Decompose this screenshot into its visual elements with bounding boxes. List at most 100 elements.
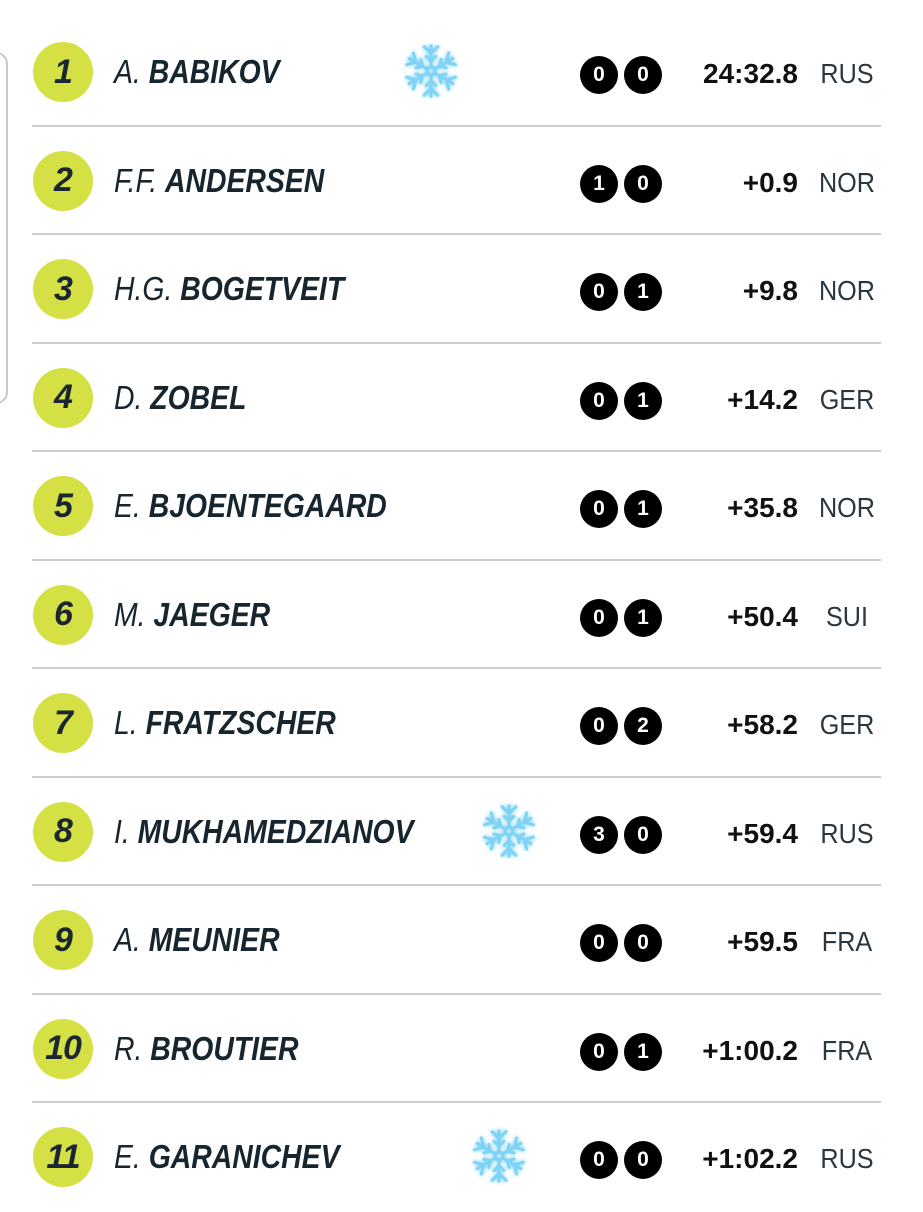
athlete-surname: GARANICHEV (148, 1138, 340, 1175)
result-time: +1:02.2 (702, 1143, 798, 1174)
rank-badge: 3 (33, 259, 93, 319)
shooting-stage-2: 1 (624, 381, 662, 420)
shooting-stage-2: 0 (624, 164, 662, 203)
rank-badge: 2 (33, 150, 93, 211)
athlete-initials: R. (114, 1029, 143, 1067)
shooting-stage-1: 1 (580, 164, 618, 203)
nation-code: GER (819, 383, 875, 415)
result-row[interactable]: 9 A. MEUNIER 0 0 +59.5 FRA (0, 886, 923, 995)
rank-badge: 4 (33, 367, 93, 428)
result-row[interactable]: 3 H.G. BOGETVEIT 0 1 +9.8 NOR (0, 235, 923, 344)
shooting-stage-1: 0 (580, 707, 618, 745)
shooting-stage-2: 1 (624, 1032, 662, 1071)
shooting-stage-1: 3 (580, 815, 618, 854)
result-time: +58.2 (727, 709, 798, 740)
athlete-surname: BJOENTEGAARD (148, 487, 387, 524)
athlete-initials: L. (114, 704, 138, 741)
row-divider (32, 1101, 881, 1103)
rank-badge: 6 (33, 584, 93, 645)
result-row[interactable]: 1 A. BABIKOV 0 0 24:32.8 RUS (0, 18, 923, 127)
athlete-name: H.G. BOGETVEIT (114, 266, 344, 312)
result-row[interactable]: 10 R. BROUTIER 0 1 +1:00.2 FRA (0, 995, 923, 1103)
shooting-stage-2: 1 (624, 598, 662, 637)
result-time: +9.8 (742, 275, 798, 306)
athlete-surname: MEUNIER (148, 921, 280, 958)
athlete-name: A. MEUNIER (114, 917, 280, 963)
shooting-stage-2: 0 (624, 56, 662, 94)
nation-code: FRA (821, 1034, 873, 1066)
athlete-surname: BABIKOV (148, 53, 280, 90)
athlete-name: M. JAEGER (114, 592, 270, 638)
result-row[interactable]: 4 D. ZOBEL 0 1 +14.2 GER (0, 344, 923, 452)
rank-badge: 5 (33, 476, 93, 536)
athlete-initials: F.F. (114, 161, 158, 199)
result-row[interactable]: 6 M. JAEGER 0 1 +50.4 SUI (0, 561, 923, 669)
result-row[interactable]: 8 I. MUKHAMEDZIANOV 3 0 +59.4 RUS (0, 778, 923, 886)
nation-code: NOR (818, 492, 875, 523)
result-time: +50.4 (727, 600, 798, 632)
athlete-initials: A. (114, 921, 141, 958)
rank-badge: 1 (33, 42, 93, 102)
shooting-stage-1: 0 (580, 490, 618, 528)
shooting-stage-2: 1 (624, 273, 662, 311)
shooting-stage-2: 0 (624, 924, 662, 962)
shooting-stage-1: 0 (580, 56, 618, 94)
nation-code: NOR (818, 166, 875, 198)
athlete-name: R. BROUTIER (114, 1026, 298, 1072)
athlete-name: I. MUKHAMEDZIANOV (114, 809, 414, 855)
rank-badge: 11 (33, 1127, 93, 1187)
row-divider (32, 775, 881, 778)
athlete-surname: BROUTIER (150, 1029, 299, 1067)
row-divider (32, 667, 881, 669)
athlete-surname: ZOBEL (150, 378, 247, 416)
athlete-name: D. ZOBEL (114, 375, 246, 421)
row-divider (32, 558, 881, 561)
shooting-stage-2: 0 (624, 1141, 662, 1179)
athlete-initials: E. (114, 1138, 141, 1175)
athlete-initials: M. (114, 595, 146, 633)
nation-code: RUS (820, 58, 874, 89)
snowflake-icon (476, 798, 542, 864)
result-time: +35.8 (727, 492, 798, 523)
result-row[interactable]: 7 L. FRATZSCHER 0 2 +58.2 GER (0, 669, 923, 778)
result-row[interactable]: 11 E. GARANICHEV 0 0 +1:02.2 RUS (0, 1103, 923, 1212)
athlete-initials: I. (114, 812, 130, 850)
athlete-surname: ANDERSEN (165, 161, 325, 199)
snowflake-icon (398, 38, 464, 104)
shooting-stage-1: 0 (580, 1032, 618, 1071)
row-divider (32, 450, 881, 452)
row-divider (32, 992, 881, 995)
athlete-surname: JAEGER (153, 595, 271, 633)
shooting-stage-1: 0 (580, 598, 618, 637)
athlete-name: E. GARANICHEV (114, 1134, 340, 1180)
athlete-surname: BOGETVEIT (180, 270, 345, 307)
rank-badge: 8 (33, 801, 93, 862)
athlete-surname: MUKHAMEDZIANOV (137, 812, 414, 850)
athlete-initials: E. (114, 487, 141, 524)
result-row[interactable]: 2 F.F. ANDERSEN 1 0 +0.9 NOR (0, 127, 923, 235)
shooting-stage-1: 0 (580, 924, 618, 962)
rank-badge: 10 (33, 1018, 93, 1079)
result-row[interactable]: 5 E. BJOENTEGAARD 0 1 +35.8 NOR (0, 452, 923, 561)
shooting-stage-2: 1 (624, 490, 662, 528)
athlete-surname: FRATZSCHER (145, 704, 336, 741)
nation-code: RUS (820, 1143, 874, 1174)
result-time: +14.2 (727, 383, 798, 415)
snowflake-icon (466, 1123, 532, 1189)
result-time: +59.4 (727, 817, 798, 849)
row-divider (32, 884, 881, 886)
athlete-initials: D. (114, 378, 143, 416)
result-time: +1:00.2 (702, 1034, 798, 1066)
row-divider (32, 124, 881, 127)
nation-code: SUI (825, 600, 869, 632)
nation-code: GER (819, 709, 875, 740)
results-list: 1 A. BABIKOV 0 0 24:32.8 RUS 2 F.F. ANDERSEN 1 0 +… (0, 18, 923, 1212)
shooting-stage-2: 0 (624, 815, 662, 854)
nation-code: FRA (821, 926, 873, 957)
